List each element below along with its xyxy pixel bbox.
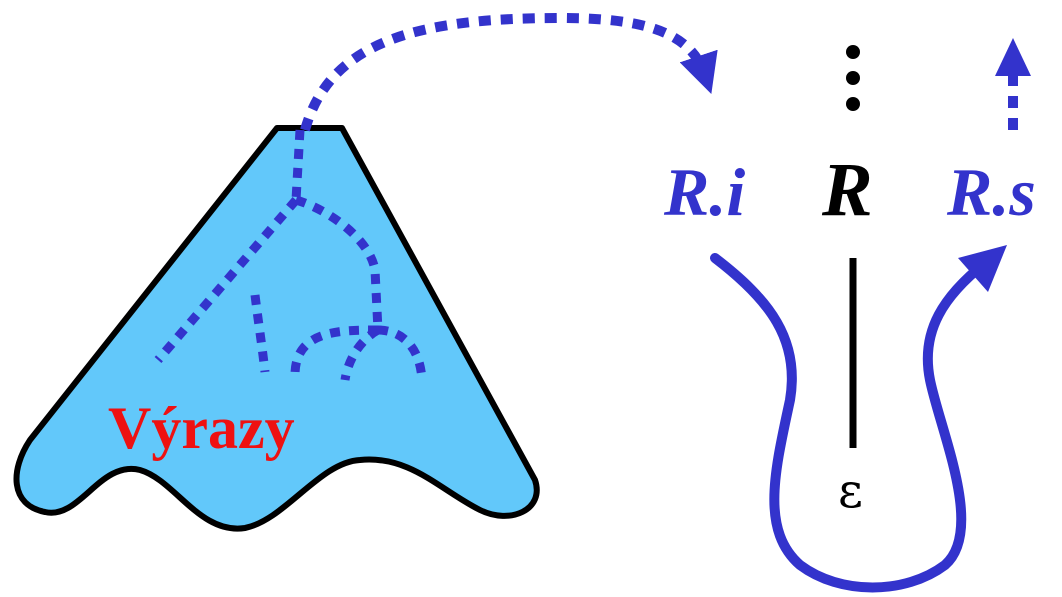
synthesized-arrowhead	[958, 245, 1007, 292]
epsilon-symbol: ε	[838, 463, 863, 519]
nonterminal-label: R	[821, 148, 873, 232]
region-label: Výrazy	[108, 395, 295, 461]
inherited-attr-label: R.i	[663, 154, 745, 230]
flow-to-inherited-arrow	[300, 12, 718, 132]
inherited-to-synthesized-flow	[710, 253, 990, 593]
internal-tree-edges	[154, 129, 427, 381]
ellipsis-dots	[846, 45, 860, 111]
synthesized-up-arrow	[995, 38, 1031, 130]
synthesized-attr-label: R.s	[946, 154, 1036, 230]
expression-region	[13, 125, 540, 532]
